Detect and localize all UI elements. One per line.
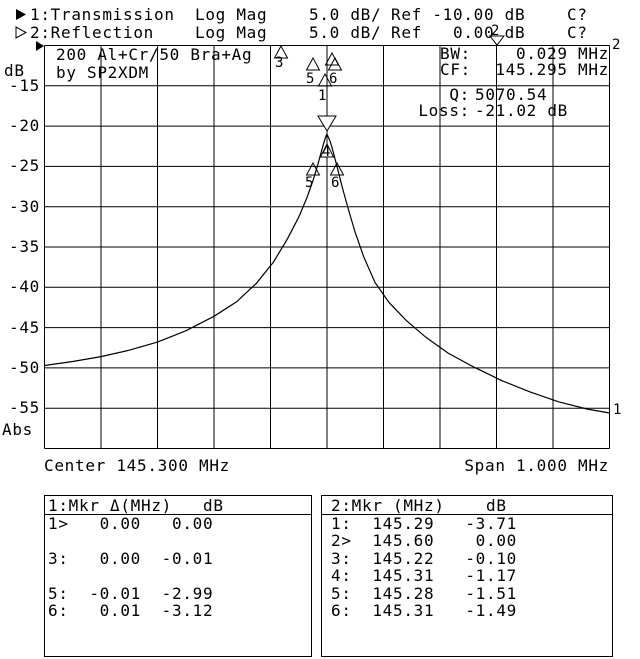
q-value: 5070.54 [475, 85, 548, 104]
trace1-end-label: 1 [613, 402, 622, 418]
ch1-scale: 5.0 dB/ [309, 5, 382, 24]
y-tick-label: -55 [9, 398, 40, 418]
marker4-transmission-icon [319, 142, 335, 158]
ch2-label: 2:Reflection [30, 23, 154, 42]
marker-symbols [273, 35, 506, 176]
marker-table-row: 6: 0.01 -3.12 [48, 601, 214, 620]
q-label: Q: [449, 85, 470, 104]
marker3-reflection-icon [273, 44, 289, 59]
marker5-reflection-icon [305, 56, 321, 71]
y-tick-label: -15 [9, 75, 40, 95]
loss-label: Loss: [418, 101, 470, 120]
ch1-format: Log Mag [195, 5, 268, 24]
span-label: Span 1.000 MHz [464, 456, 609, 475]
marker-table-row [48, 533, 213, 548]
marker5-refl-label: 5 [306, 71, 315, 87]
marker-table-row: 1> 0.00 0.00 [48, 514, 214, 533]
marker1-label: 1 [318, 88, 327, 104]
y-axis-mode-label: Abs [2, 420, 33, 439]
marker-table-header: 2:Mkr (MHz) dB [331, 496, 507, 515]
y-tick-label: -35 [9, 237, 40, 256]
table-header-divider [45, 514, 311, 515]
marker-table-row: 5: 145.28 -1.51 [331, 583, 517, 603]
channel2-indicator-icon [15, 26, 28, 39]
marker5-transmission-icon [305, 161, 321, 176]
marker-table-row: 1: 145.29 -3.71 [331, 514, 517, 533]
marker-table-ch2: 2:Mkr (MHz) dB 1: 145.29 -3.71 2> 145.60 0… [321, 495, 613, 657]
table-header-divider [322, 514, 612, 515]
marker-table-row: 3: 0.00 -0.01 [48, 548, 214, 568]
marker-table-row: 4: 145.31 -1.17 [331, 566, 517, 586]
loss-value: -21.02 dB [475, 101, 568, 120]
reference-level-indicator-icon [36, 41, 44, 51]
y-tick-label: -20 [9, 116, 40, 136]
marker-table-row [48, 568, 213, 583]
ch2-ref: Ref 0.00 dB [391, 23, 526, 42]
trace2-end-label: 2 [612, 37, 621, 53]
bw-value: 0.029 MHz [516, 44, 609, 63]
y-tick-label: -30 [9, 196, 40, 216]
cf-label: CF: [440, 60, 471, 79]
ch2-scale: 5.0 dB/ [309, 23, 382, 42]
marker2-label: 2 [491, 23, 500, 39]
channel1-active-indicator-icon [16, 9, 26, 20]
ch1-cal-status: C? [567, 5, 588, 24]
marker6-refl-label: 6 [329, 71, 338, 87]
marker6-reflection-icon [327, 56, 343, 71]
cf-value: 145.295 MHz [495, 60, 609, 79]
transmission-trace [44, 133, 610, 414]
y-tick-label: -40 [9, 277, 40, 297]
marker4-trans-label: 4 [322, 144, 331, 160]
ch1-ref: Ref -10.00 dB [391, 5, 526, 24]
marker2-reflection-icon [488, 35, 506, 46]
y-axis-unit-label: dB [4, 61, 25, 80]
marker-table-row: 2> 145.60 0.00 [331, 531, 517, 551]
center-frequency-label: Center 145.300 MHz [44, 456, 230, 475]
y-tick-label: -50 [9, 357, 40, 377]
ch1-label: 1:Transmission [30, 5, 175, 24]
marker-table-ch1: 1:Mkr Δ(MHz) dB 1> 0.00 0.00 3: 0.00 -0.0… [44, 495, 312, 657]
marker6-trans-label: 6 [331, 175, 340, 191]
plot-annotation-line2: by SP2XDM [56, 63, 149, 82]
marker-table-row: 3: 145.22 -0.10 [331, 548, 517, 568]
marker1-transmission-active-icon [317, 115, 337, 132]
plot-grid [44, 45, 610, 449]
marker1-reflection-icon [317, 72, 333, 87]
ch2-format: Log Mag [195, 23, 268, 42]
ch2-cal-status: C? [567, 23, 588, 42]
marker-table-row: 6: 145.31 -1.49 [331, 601, 517, 620]
bw-label: BW: [440, 44, 471, 63]
marker-table-header: 1:Mkr Δ(MHz) dB [48, 496, 224, 515]
y-tick-label: -45 [9, 317, 40, 337]
marker3-label: 3 [275, 55, 284, 71]
marker-table-row: 5: -0.01 -2.99 [48, 583, 214, 603]
marker5-trans-label: 5 [305, 175, 314, 191]
marker6-transmission-icon [329, 161, 345, 176]
plot-annotation-line1: 200 Al+Cr/50 Bra+Ag [56, 45, 253, 64]
y-tick-label: -25 [9, 156, 40, 176]
